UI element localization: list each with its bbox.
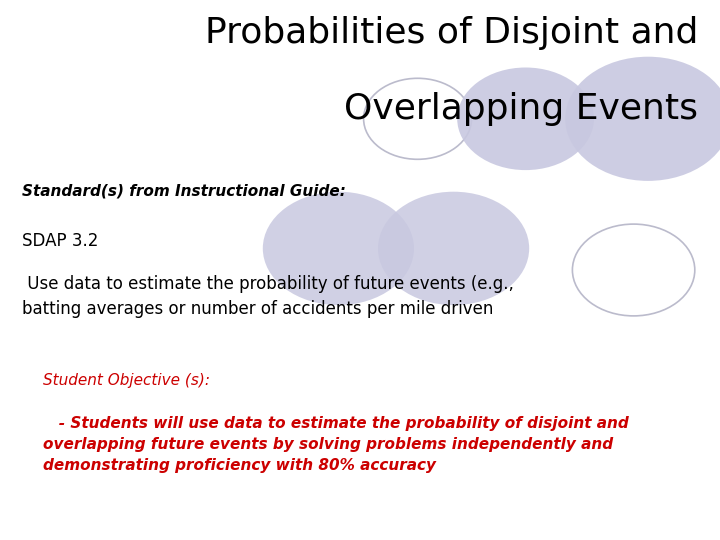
Circle shape [378,192,529,305]
Circle shape [263,192,414,305]
Text: Overlapping Events: Overlapping Events [344,92,698,126]
Circle shape [457,68,594,170]
Text: Standard(s) from Instructional Guide:: Standard(s) from Instructional Guide: [22,184,346,199]
Text: Use data to estimate the probability of future events (e.g.,
batting averages or: Use data to estimate the probability of … [22,275,513,319]
Circle shape [565,57,720,181]
Text: Probabilities of Disjoint and: Probabilities of Disjoint and [205,16,698,50]
Text: Student Objective (s):: Student Objective (s): [43,373,210,388]
Text: - Students will use data to estimate the probability of disjoint and
overlapping: - Students will use data to estimate the… [43,416,629,473]
Text: SDAP 3.2: SDAP 3.2 [22,232,98,250]
